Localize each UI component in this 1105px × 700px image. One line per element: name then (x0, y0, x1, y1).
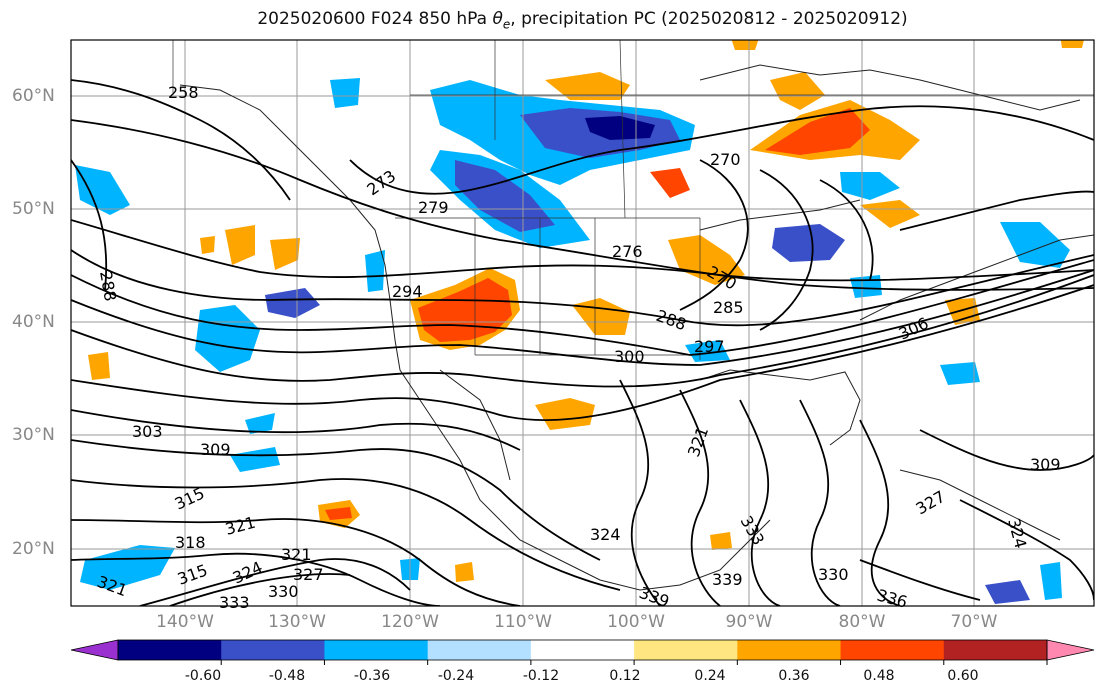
contour-label: 273 (363, 166, 399, 199)
latitude-label: 40°N (12, 312, 55, 332)
contour-label: 321 (281, 545, 312, 564)
colorbar-tick-label: -0.60 (184, 668, 222, 684)
contour-label: 324 (1004, 516, 1030, 550)
theta-e-contours (71, 79, 1094, 606)
contour-label: 336 (875, 586, 909, 612)
colorbar-tick-label: -0.24 (437, 668, 475, 684)
longitude-label: 130°W (268, 612, 326, 632)
colorbar (70, 639, 1095, 665)
contour-label: 288 (96, 269, 120, 302)
longitude-label: 70°W (950, 612, 998, 632)
contour-label: 300 (614, 347, 645, 366)
colorbar-extend-high (1046, 639, 1095, 661)
longitude-label: 140°W (156, 612, 214, 632)
latitude-label: 60°N (12, 86, 55, 106)
contour-label: 318 (175, 533, 206, 552)
colorbar-swatch (737, 640, 842, 660)
colorbar-swatch (530, 640, 635, 660)
contour-label: 333 (737, 513, 769, 549)
contour-label: 327 (913, 487, 949, 519)
contour-label: 330 (268, 582, 299, 601)
longitude-label: 100°W (607, 612, 665, 632)
map-title: 2025020600 F024 850 hPa θe, precipitatio… (257, 9, 908, 32)
positive-precip-shading (88, 40, 1084, 582)
contour-label: 258 (168, 83, 199, 102)
colorbar-tick-label: 0.60 (947, 668, 979, 684)
colorbar-tick-label: -0.36 (353, 668, 391, 684)
contour-label: 285 (713, 298, 744, 317)
coastlines (179, 64, 1094, 591)
latitude-label: 30°N (12, 425, 55, 445)
contour-label: 324 (590, 525, 621, 544)
colorbar-swatch (840, 640, 945, 660)
contour-label: 294 (392, 282, 423, 301)
contour-label: 303 (132, 422, 163, 441)
contour-label: 276 (612, 242, 643, 261)
contour-label: 309 (1030, 455, 1061, 474)
contour-label: 330 (818, 565, 849, 584)
colorbar-tick-label: 0.36 (778, 668, 810, 684)
colorbar-swatch (943, 640, 1048, 660)
longitude-label: 120°W (381, 612, 439, 632)
colorbar-tick-label: 0.24 (694, 668, 726, 684)
colorbar-swatch (634, 640, 738, 660)
contour-label: 321 (223, 513, 257, 539)
colorbar-tick-label: -0.12 (522, 668, 560, 684)
contour-label: 279 (418, 198, 449, 217)
colorbar-swatch (221, 640, 325, 660)
contour-label: 288 (654, 306, 689, 334)
colorbar-swatch (324, 640, 429, 660)
colorbar-frame (117, 639, 1048, 661)
contour-label: 327 (293, 565, 324, 584)
colorbar-swatch (118, 640, 222, 660)
contour-label: 315 (175, 560, 210, 588)
contour-label: 297 (694, 337, 725, 356)
contour-label: 333 (219, 593, 250, 612)
longitude-label: 80°W (838, 612, 886, 632)
contour-label: 309 (200, 440, 231, 459)
contour-label: 339 (712, 570, 743, 589)
map-frame (70, 39, 1095, 607)
contour-label: 321 (684, 424, 712, 459)
latitude-label: 50°N (12, 199, 55, 219)
colorbar-tick-label: -0.48 (268, 668, 306, 684)
longitude-label: 110°W (494, 612, 552, 632)
latitude-label: 20°N (12, 539, 55, 559)
contour-label: 270 (710, 150, 741, 169)
colorbar-tick-label: 0.48 (863, 668, 895, 684)
colorbar-swatch (427, 640, 532, 660)
colorbar-extend-low (70, 639, 119, 661)
colorbar-tick-label: 0.12 (609, 668, 641, 684)
political-borders (172, 40, 1094, 360)
longitude-label: 90°W (725, 612, 773, 632)
